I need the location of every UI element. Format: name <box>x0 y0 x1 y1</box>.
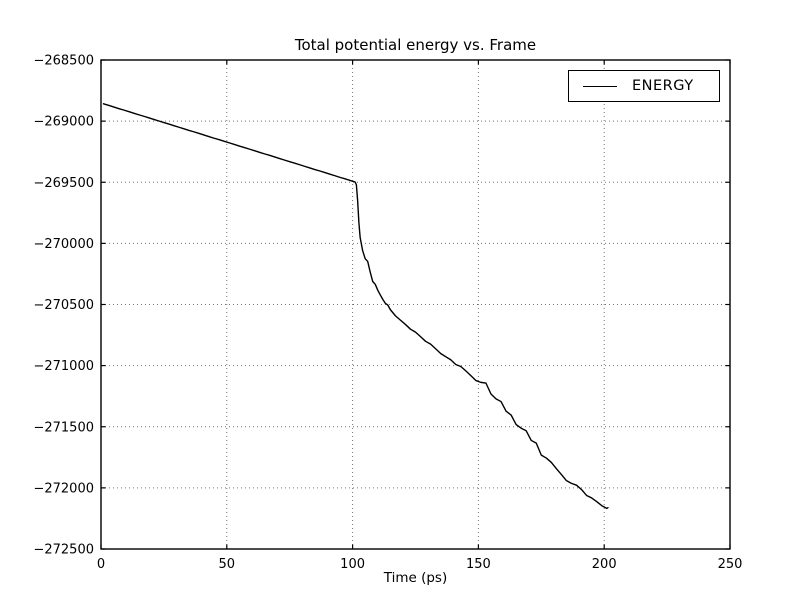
x-tick-label: 50 <box>219 557 236 572</box>
x-tick-label: 100 <box>340 557 365 572</box>
y-tick-label: −271500 <box>33 420 94 435</box>
axes-frame <box>100 59 731 550</box>
y-tick-label: −270000 <box>33 237 94 252</box>
y-tick-labels: −268500 −269000 −269500 −270000 −270500 −2710… <box>33 54 94 558</box>
y-tick-label: −269000 <box>33 115 94 130</box>
x-tick-label: 0 <box>97 557 105 572</box>
chart-title: Total potential energy vs. Frame <box>294 36 537 54</box>
y-tick-label: −272000 <box>33 481 94 496</box>
y-tick-label: −270500 <box>33 298 94 313</box>
x-tick-label: 150 <box>466 557 491 572</box>
legend-line-sample <box>583 85 617 87</box>
y-tick-label: −271000 <box>33 359 94 374</box>
legend-label: ENERGY <box>632 78 694 94</box>
x-axis-label: Time (ps) <box>383 570 448 586</box>
y-tick-label: −268500 <box>33 54 94 69</box>
grid <box>100 59 731 550</box>
x-tick-label: 250 <box>718 557 743 572</box>
x-tick-label: 200 <box>592 557 617 572</box>
y-tick-label: −272500 <box>33 543 94 558</box>
y-tick-label: −269500 <box>33 176 94 191</box>
tick-marks <box>100 59 731 550</box>
x-tick-labels: 0 50 100 150 200 250 <box>97 557 743 572</box>
energy-line <box>102 103 609 510</box>
legend: ENERGY <box>568 70 720 102</box>
